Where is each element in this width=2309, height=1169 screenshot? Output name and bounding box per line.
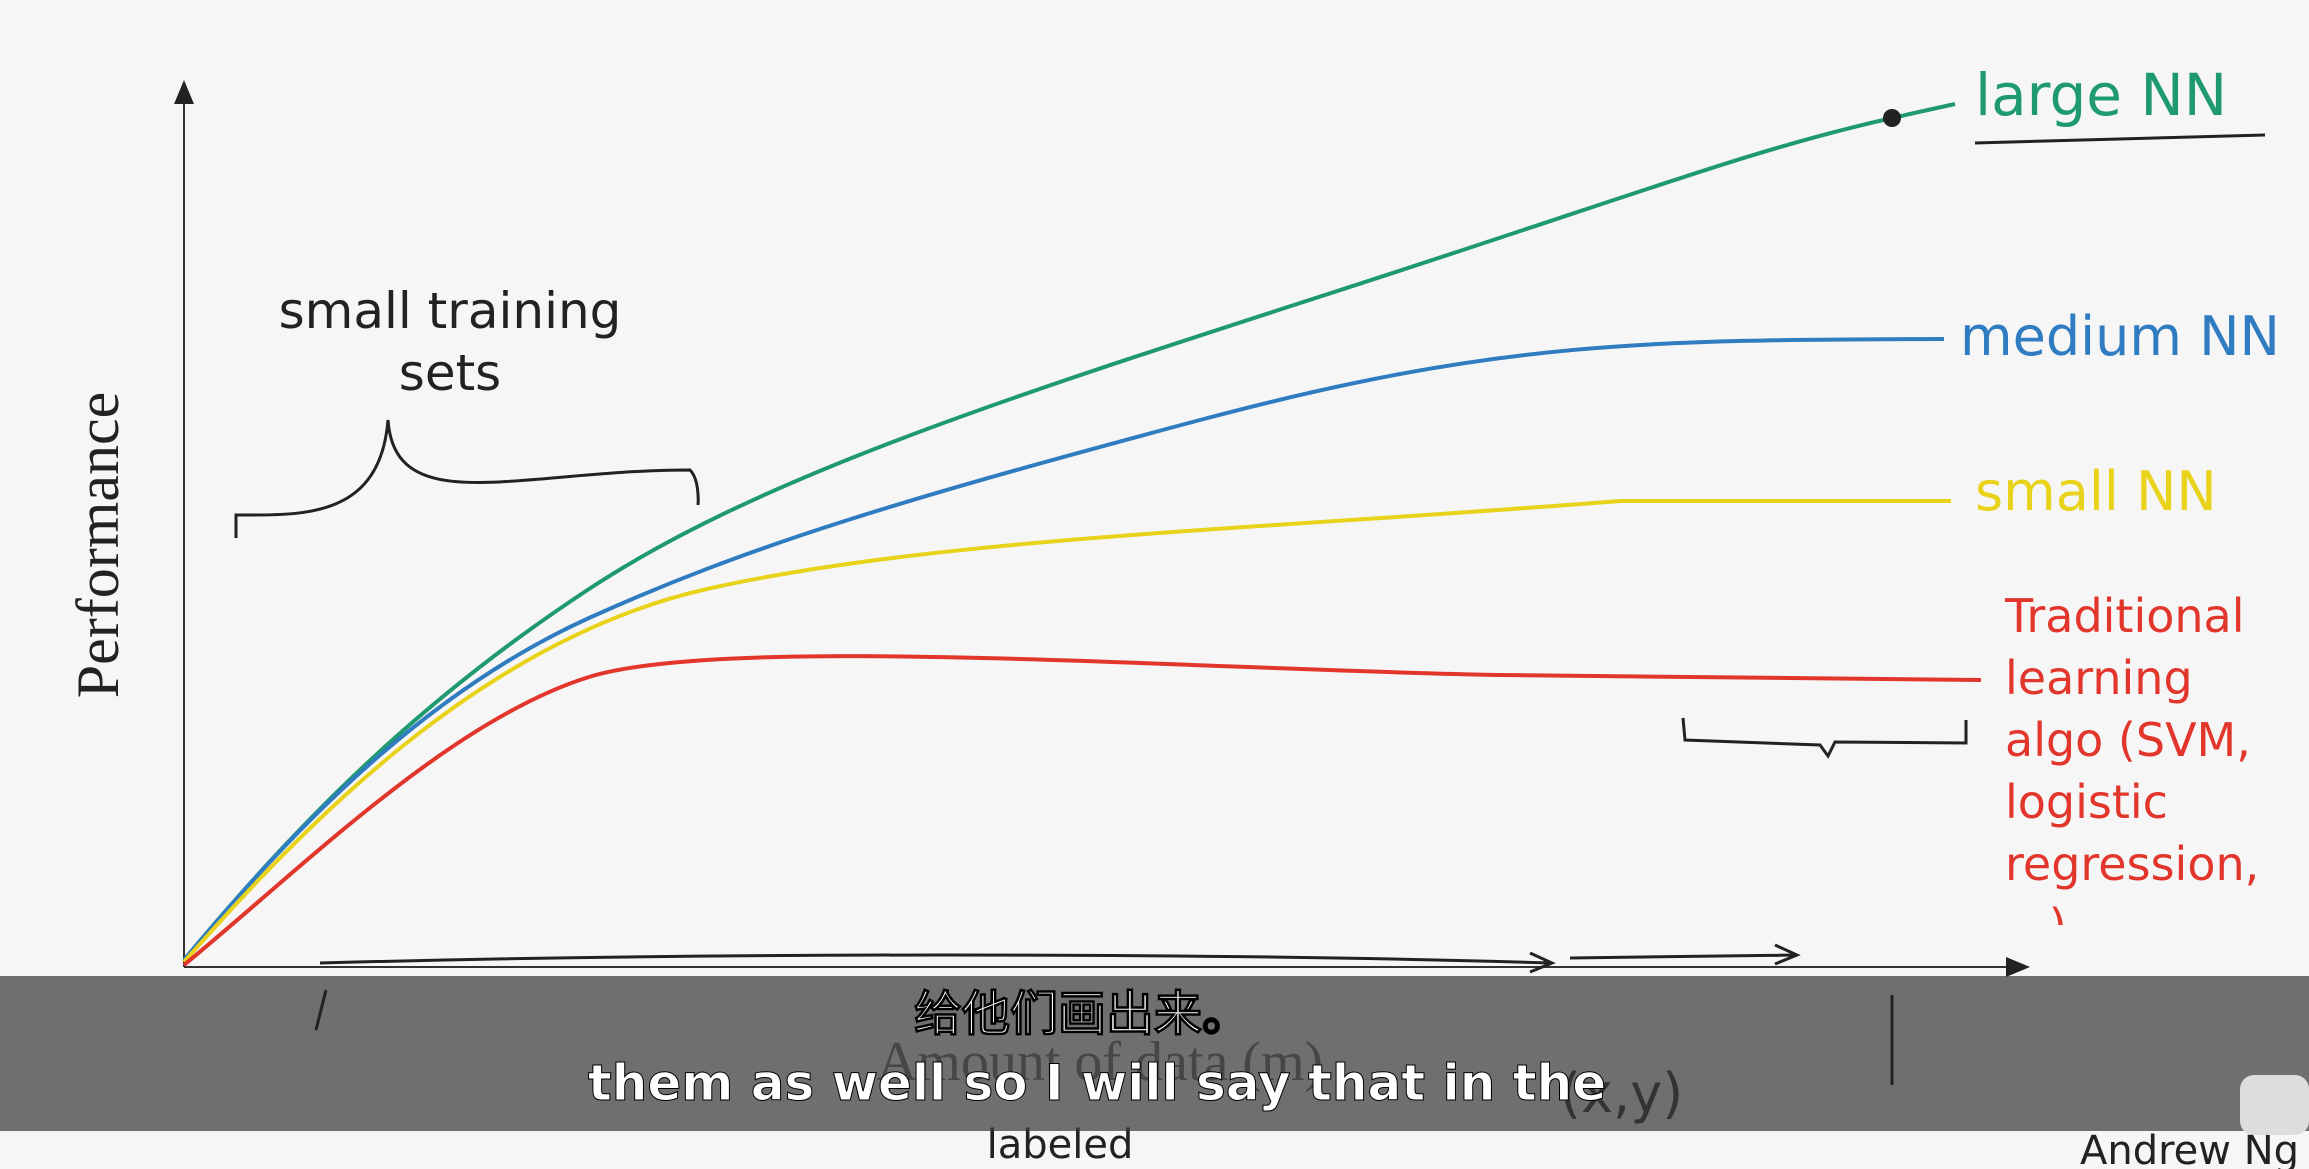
x-axis-arrow xyxy=(2006,957,2030,977)
large-nn-point xyxy=(1883,109,1901,127)
y-axis-arrow xyxy=(174,80,194,104)
annotation-box: small training sets xyxy=(278,282,622,402)
y-axis-label: Performance xyxy=(65,392,131,699)
curve-label-box: Traditional learning algo (SVM, logistic… xyxy=(2005,589,2260,925)
underline xyxy=(1974,133,2266,145)
annotation: small training sets xyxy=(278,282,622,402)
traditional-curve xyxy=(182,654,1982,967)
arrow-mark xyxy=(314,989,328,1031)
curve-label: medium NN xyxy=(1960,305,2280,368)
small-nn-curve xyxy=(182,499,1951,964)
curve-label: small NN xyxy=(1975,460,2217,523)
large-nn-curve xyxy=(182,102,1956,962)
curve-label: large NN xyxy=(1975,61,2227,129)
subtitle-bar xyxy=(0,976,2309,1131)
player-logo[interactable] xyxy=(2240,1075,2309,1135)
subtitle-chinese: 给他们画出来。 xyxy=(914,986,1250,1042)
subtitle-english: them as well so I will say that in the xyxy=(588,1054,1606,1112)
medium-nn-curve xyxy=(182,337,1945,962)
brace-right xyxy=(1681,717,1968,759)
curve-label: Traditional learning algo (SVM, logistic… xyxy=(2005,589,2260,925)
data-arrow xyxy=(319,943,1801,974)
brace xyxy=(234,419,700,538)
